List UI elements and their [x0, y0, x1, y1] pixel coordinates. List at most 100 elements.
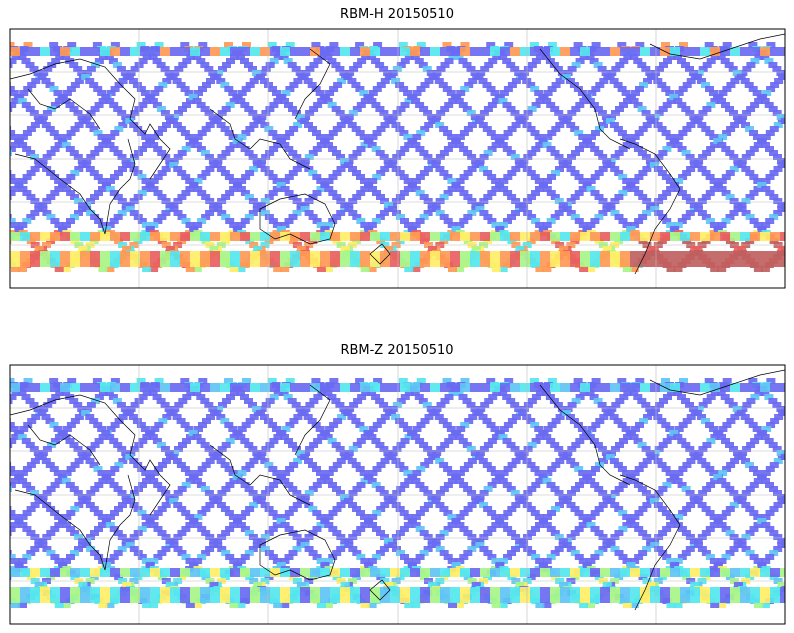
orbit-track-segment [165, 582, 175, 588]
orbit-track-segment [73, 66, 83, 72]
orbit-track-segment [549, 398, 559, 404]
orbit-track-segment [320, 232, 330, 241]
orbit-track-segment [514, 70, 524, 76]
orbit-track-segment [300, 251, 310, 267]
orbit-track-segment [65, 482, 75, 488]
orbit-track-segment [595, 82, 605, 88]
orbit-track-segment [702, 442, 712, 448]
orbit-track-segment [502, 438, 512, 444]
orbit-track-segment [412, 134, 422, 140]
orbit-track-segment [640, 383, 650, 392]
orbit-track-segment [762, 426, 772, 432]
orbit-track-segment [542, 98, 552, 104]
orbit-track-segment [50, 102, 60, 108]
orbit-track-segment [160, 47, 170, 56]
orbit-track-segment [117, 198, 127, 204]
orbit-track-segment [61, 602, 71, 608]
orbit-track-segment [367, 602, 377, 608]
orbit-track-segment [611, 110, 620, 116]
orbit-track-segment [273, 98, 283, 104]
orbit-track-segment [54, 98, 64, 104]
orbit-track-segment [26, 150, 36, 156]
orbit-track-segment [160, 402, 170, 408]
orbit-track-segment [447, 522, 457, 528]
orbit-track-segment [609, 458, 619, 464]
orbit-track-segment [399, 510, 409, 516]
orbit-track-segment [419, 150, 429, 156]
orbit-track-segment [361, 54, 371, 60]
orbit-track-segment [360, 98, 370, 104]
orbit-track-segment [300, 454, 309, 460]
orbit-track-segment [753, 186, 763, 192]
orbit-track-segment [261, 66, 271, 72]
orbit-track-segment [260, 534, 270, 540]
orbit-track-segment [673, 54, 682, 60]
orbit-track-segment [54, 602, 64, 608]
orbit-track-segment [66, 554, 75, 560]
orbit-track-segment [448, 390, 458, 396]
orbit-track-segment [320, 251, 330, 267]
orbit-track-segment [563, 450, 573, 456]
orbit-track-segment [455, 222, 465, 228]
orbit-track-segment [77, 114, 87, 120]
orbit-track-segment [527, 214, 537, 220]
orbit-track-segment [682, 462, 692, 468]
orbit-track-segment [669, 430, 679, 436]
orbit-track-segment [543, 426, 553, 432]
orbit-track-segment [717, 558, 727, 564]
orbit-track-segment [210, 232, 220, 241]
orbit-track-segment [585, 54, 595, 60]
orbit-track-segment [42, 198, 52, 204]
orbit-track-segment [248, 154, 258, 160]
orbit-track-segment [633, 394, 643, 400]
orbit-track-segment [304, 210, 314, 216]
orbit-track-segment [50, 526, 60, 532]
orbit-track-segment [185, 266, 195, 272]
orbit-track-segment [161, 154, 171, 160]
orbit-track-segment [324, 178, 334, 184]
orbit-track-segment [170, 70, 180, 76]
orbit-track-segment [261, 490, 271, 496]
orbit-track-segment [706, 394, 716, 400]
orbit-track-segment [320, 47, 330, 56]
orbit-track-segment [543, 178, 552, 184]
orbit-track-segment [419, 530, 429, 536]
orbit-track-segment [344, 498, 353, 504]
orbit-track-segment [60, 47, 70, 56]
orbit-track-segment [514, 450, 524, 456]
orbit-track-segment [745, 486, 755, 492]
orbit-track-segment [158, 418, 168, 424]
orbit-track-segment [480, 383, 490, 392]
orbit-track-segment [133, 462, 143, 468]
orbit-track-segment [74, 198, 84, 204]
orbit-track-segment [400, 102, 410, 108]
orbit-track-segment [540, 383, 550, 392]
orbit-track-segment [745, 170, 755, 176]
orbit-track-segment [578, 186, 588, 192]
orbit-track-segment [657, 418, 667, 424]
orbit-track-segment [225, 102, 235, 108]
orbit-track-segment [562, 542, 572, 548]
orbit-track-segment [296, 246, 306, 252]
coastline [619, 138, 681, 275]
orbit-track-segment [93, 130, 103, 136]
orbit-track-segment [760, 383, 770, 392]
orbit-track-segment [610, 251, 620, 267]
orbit-track-segment [173, 502, 183, 508]
orbit-track-segment [181, 510, 191, 516]
orbit-track-segment [320, 562, 330, 568]
orbit-track-segment [701, 126, 711, 132]
orbit-track-segment [78, 202, 88, 208]
orbit-track-segment [586, 478, 596, 484]
orbit-track-segment [498, 98, 508, 104]
orbit-track-segment [555, 414, 565, 420]
orbit-track-segment [94, 146, 104, 152]
orbit-track-segment [720, 232, 730, 241]
orbit-track-segment [25, 398, 35, 404]
orbit-track-segment [741, 166, 751, 172]
orbit-track-segment [205, 458, 215, 464]
orbit-track-segment [292, 546, 302, 552]
orbit-track-segment [110, 42, 120, 48]
orbit-track-segment [41, 458, 51, 464]
orbit-track-segment [340, 494, 349, 500]
